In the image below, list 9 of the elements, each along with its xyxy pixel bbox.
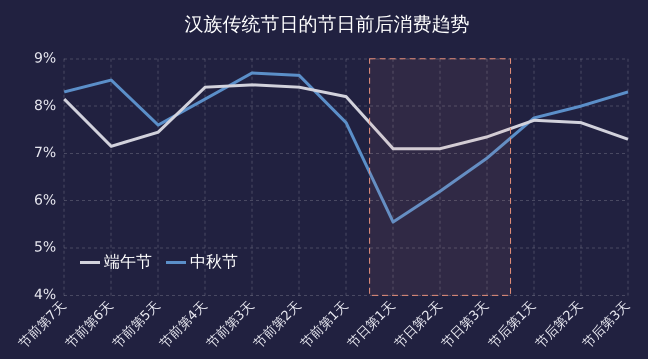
y-tick-label: 9% xyxy=(34,50,56,66)
y-tick-label: 5% xyxy=(34,240,56,256)
chart-title: 汉族传统节日的节日前后消费趋势 xyxy=(184,13,470,36)
y-tick-label: 6% xyxy=(34,192,56,208)
y-tick-label: 4% xyxy=(34,286,56,303)
legend-label: 中秋节 xyxy=(190,252,238,273)
legend-label: 端午节 xyxy=(104,252,152,273)
y-tick-label: 7% xyxy=(34,145,56,162)
y-tick-label: 8% xyxy=(34,98,56,114)
